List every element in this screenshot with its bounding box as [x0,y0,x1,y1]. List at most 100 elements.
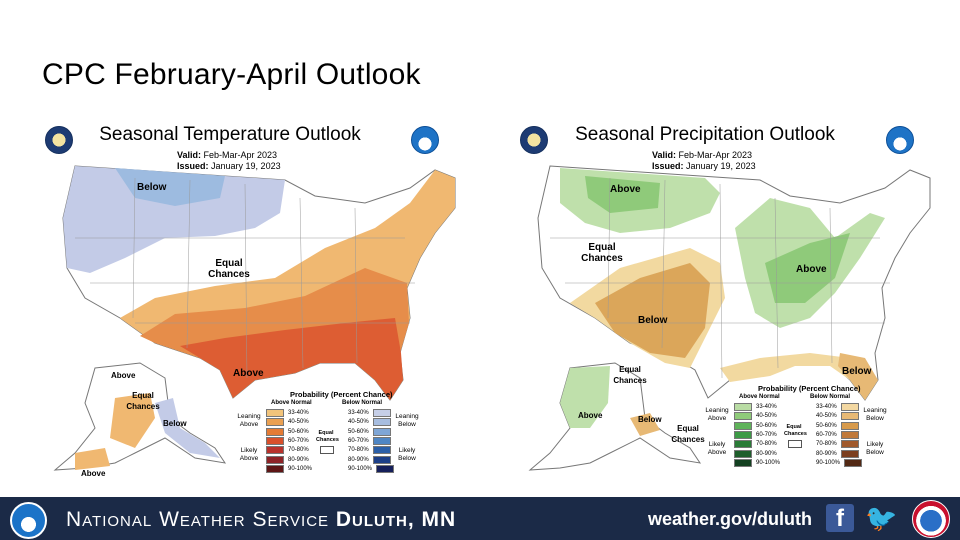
temperature-legend-below-row: 70-80% [348,446,391,455]
legend-range-label: 70-80% [816,441,837,448]
legend-range-label: 40-50% [816,413,837,420]
legend-swatch [266,455,284,464]
legend-likely-above: Likely Above [707,441,727,456]
temperature-legend-above-row: 40-50% [266,418,309,427]
legend-range-label: 50-60% [288,428,309,435]
legend-range-label: 80-90% [756,450,777,457]
temperature-legend-below-row: 80-90% [348,455,391,464]
legend-title: Probability (Percent Chance) [758,384,861,393]
temperature-legend-above-row: 70-80% [266,446,309,455]
legend-likely-above: Likely Above [239,447,259,462]
legend-swatch [266,446,284,455]
precipitation-legend-above-row: 90-100% [734,458,780,467]
label-ak-above-west: Above [81,469,106,478]
alaska-above [560,366,610,428]
office-prefix: National Weather Service [66,508,330,531]
precipitation-legend-above-row: 60-70% [734,430,777,439]
temperature-legend-below-row: 33-40% [348,409,391,417]
legend-equal-box [788,440,802,448]
legend-range-label: 80-90% [816,450,837,457]
legend-leaning-below: Leaning Below [395,413,419,428]
label-ak-equal-2: Equal Chances [671,424,705,444]
noaa-logo-icon[interactable] [10,502,47,539]
temperature-legend: Probability (Percent Chance) Above Norma… [237,390,428,486]
legend-swatch [840,440,859,449]
legend-swatch [372,446,391,455]
precipitation-legend-above-row: 80-90% [734,449,777,458]
footer-bar: National Weather Service Duluth, MN weat… [0,497,960,540]
temperature-legend-above-row: 60-70% [266,436,309,445]
temperature-outlook-map [53,165,456,471]
temperature-outlook-panel: Seasonal Temperature Outlook Valid: Feb-… [15,118,465,492]
temperature-legend-below-row: 90-100% [348,464,395,473]
legend-swatch [840,449,859,458]
legend-range-label: 50-60% [756,422,777,429]
precipitation-legend-above-row: 50-60% [734,421,777,430]
precipitation-legend-above-row: 33-40% [734,403,777,411]
label-ak-below: Below [638,415,662,424]
label-ak-above: Above [111,371,136,380]
below-normal-region-inner [115,168,225,206]
legend-range-label: 40-50% [348,419,369,426]
legend-range-label: 60-70% [348,437,369,444]
legend-swatch [840,412,859,421]
precipitation-legend-below-row: 50-60% [816,421,859,430]
temperature-legend-above-row: 90-100% [266,464,312,473]
legend-swatch [372,427,391,436]
precipitation-legend-below-row: 80-90% [816,449,859,458]
below-normal-region-outer [63,166,285,273]
legend-title: Probability (Percent Chance) [290,390,393,399]
legend-leaning-above: Leaning Above [705,407,729,422]
legend-swatch [734,403,752,411]
legend-swatch [372,455,391,464]
precipitation-legend-below-row: 70-80% [816,440,859,449]
legend-range-label: 33-40% [288,410,309,416]
precipitation-outlook-panel: Seasonal Precipitation Outlook Valid: Fe… [490,118,940,492]
legend-range-label: 50-60% [816,422,837,429]
website-link[interactable]: weather.gov/duluth [648,509,813,529]
precipitation-legend-above-row: 40-50% [734,412,777,421]
legend-equal-chances: Equal Chances [784,424,807,437]
legend-swatch [372,436,391,445]
legend-swatch [734,449,752,458]
above-ohio-inner [765,233,850,303]
legend-range-label: 60-70% [288,437,309,444]
legend-range-label: 60-70% [756,431,777,438]
legend-swatch [840,430,859,439]
precipitation-legend-above-row: 70-80% [734,440,777,449]
label-ak-above: Above [578,411,603,420]
temperature-legend-above-row: 80-90% [266,455,309,464]
label-above-ohio: Above [796,264,827,275]
legend-swatch [376,464,395,473]
temperature-outlook-dates: Valid: Feb-Mar-Apr 2023 Issued: January … [177,150,281,171]
office-name: National Weather Service Duluth, MN [66,508,456,532]
legend-swatch [266,427,284,436]
precipitation-legend-below-row: 60-70% [816,430,859,439]
label-ak-equal: Equal Chances [126,391,160,411]
legend-range-label: 33-40% [348,410,369,416]
state-lines [550,177,890,379]
label-above-nw: Above [610,184,641,195]
legend-above-head: Above Normal [739,394,780,400]
legend-swatch [840,403,859,411]
legend-equal-chances: Equal Chances [316,430,339,443]
legend-swatch [734,421,752,430]
label-equal-chances: Equal Chances [208,258,250,280]
legend-swatch [266,409,284,417]
legend-swatch [734,430,752,439]
state-lines [75,177,415,379]
temperature-legend-below-row: 40-50% [348,418,391,427]
legend-above-head: Above Normal [271,400,312,406]
nws-logo-icon[interactable] [912,500,950,538]
facebook-icon[interactable]: f [826,504,854,532]
precipitation-legend-below-row: 33-40% [816,403,859,411]
legend-swatch [372,409,391,417]
precipitation-legend: Probability (Percent Chance) Above Norma… [705,384,896,480]
legend-swatch [734,440,752,449]
twitter-icon[interactable]: 🐦 [865,503,898,533]
legend-leaning-below: Leaning Below [863,407,887,422]
precipitation-outlook-map [528,165,931,471]
legend-range-label: 33-40% [816,404,837,410]
legend-range-label: 70-80% [288,447,309,454]
doc-seal-icon [45,126,73,154]
